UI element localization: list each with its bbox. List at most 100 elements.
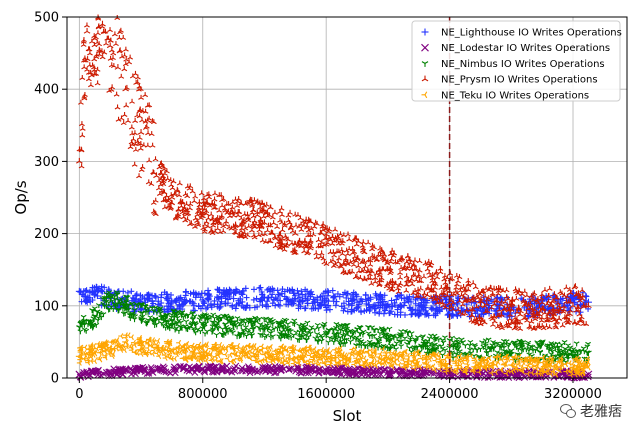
scatter-mark [79,125,86,131]
scatter-mark [315,326,322,332]
scatter-mark [382,307,389,314]
scatter-mark [214,225,221,231]
scatter-mark [132,70,139,76]
scatter-mark [95,30,101,36]
scatter-mark [275,291,282,298]
scatter-mark [118,73,125,79]
scatter-mark [383,302,390,309]
scatter-mark [183,319,190,325]
scatter-mark [438,284,445,290]
scatter-mark [88,82,94,88]
data-points [75,14,593,382]
scatter-mark [114,104,121,110]
scatter-mark [250,296,257,303]
scatter-mark [350,261,357,267]
scatter-mark [133,291,140,298]
scatter-mark [109,84,115,90]
scatter-mark [145,130,151,136]
scatter-mark [573,341,580,347]
scatter-mark [572,283,579,289]
scatter-mark [387,265,394,271]
scatter-mark [112,31,118,37]
scatter-mark [315,237,322,243]
scatter-mark [376,354,382,360]
scatter-mark [298,288,305,295]
scatter-mark [274,296,281,303]
scatter-mark [372,275,379,281]
scatter-mark [243,294,250,301]
scatter-mark [128,334,134,341]
scatter-mark [192,193,199,199]
legend-entry: NE_Lighthouse IO Writes Operations [421,28,622,39]
x-axis-label: Slot [333,407,362,425]
scatter-mark [128,139,135,145]
scatter-mark [409,311,416,318]
scatter-mark [425,258,432,264]
scatter-mark [417,285,424,291]
scatter-mark [313,250,320,256]
scatter-mark [242,320,249,326]
scatter-mark [96,46,103,52]
scatter-mark [321,360,327,366]
scatter-mark [219,202,225,208]
scatter-mark [79,121,85,127]
scatter-mark [338,247,345,253]
scatter-mark [421,273,427,279]
scatter-mark [455,278,461,284]
scatter-mark [139,117,145,123]
scatter-mark [134,74,141,80]
scatter-mark [127,54,134,60]
y-tick-label: 400 [34,83,59,98]
scatter-mark [403,287,410,293]
legend-label: NE_Teku IO Writes Operations [441,90,589,101]
scatter-mark [272,243,279,249]
scatter-mark [521,288,528,294]
scatter-mark [396,361,402,368]
scatter-mark [232,305,239,312]
legend: NE_Lighthouse IO Writes OperationsNE_Lod… [411,20,622,102]
scatter-mark [80,314,87,320]
scatter-mark [453,272,460,278]
x-tick-label: 1600000 [297,387,355,402]
scatter-mark [347,339,354,345]
scatter-mark [131,161,138,167]
scatter-mark [251,232,257,238]
scatter-mark [83,287,90,294]
scatter-mark [579,287,586,293]
y-tick-label: 300 [34,155,59,170]
wechat-icon [560,404,576,418]
scatter-mark [421,290,428,296]
scatter-mark [181,296,188,303]
scatter-mark [198,190,205,196]
scatter-mark [391,311,398,318]
scatter-mark [84,22,90,28]
scatter-mark [372,309,379,316]
scatter-mark [258,295,265,302]
series-ne-lighthouse-io-writes-operations [75,283,592,320]
scatter-mark [123,102,130,108]
data-point [230,295,238,303]
scatter-mark [405,253,411,259]
data-point [83,27,91,34]
scatter-mark [136,134,143,140]
scatter-mark [543,323,550,329]
scatter-mark [250,286,257,293]
scatter-mark [128,288,135,295]
scatter-mark [472,284,479,290]
scatter-mark [226,286,233,293]
legend-entry: NE_Nimbus IO Writes Operations [421,59,605,70]
scatter-mark [132,146,139,152]
scatter-mark [139,164,146,170]
scatter-mark [367,261,374,267]
data-point [137,129,145,135]
scatter-mark [121,52,128,58]
scatter-mark [293,222,299,228]
scatter-mark [256,285,263,292]
x-tick-label: 3200000 [544,387,602,402]
scatter-mark [176,328,182,334]
legend-label: NE_Nimbus IO Writes Operations [441,59,605,70]
scatter-mark [285,217,292,223]
scatter-mark [121,112,128,117]
scatter-mark [142,92,149,98]
